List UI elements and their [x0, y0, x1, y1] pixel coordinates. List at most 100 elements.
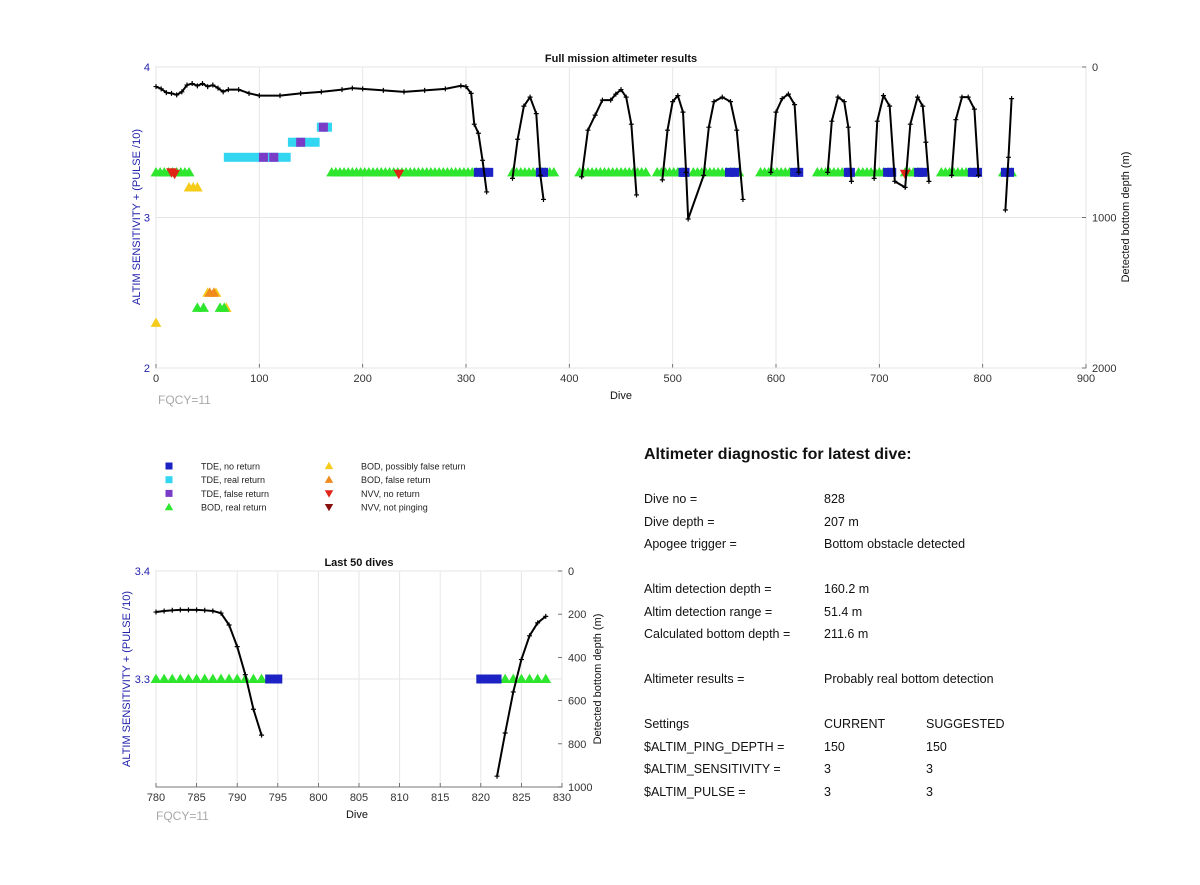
legend-bod-possibly-false-return-label: BOD, possibly false return: [361, 462, 466, 472]
bod-real-return-marker: [191, 673, 202, 684]
pulse-row: $ALTIM_PULSE = 3 3: [644, 785, 1164, 808]
depth-point: [711, 99, 717, 105]
legend-nvv-no-return-label: NVV, no return: [361, 489, 420, 499]
detection-depth-row: Altim detection depth = 160.2 m: [644, 582, 1164, 605]
bod-possibly-false-return-marker: [191, 182, 203, 192]
depth-point: [773, 109, 779, 115]
right-tick-label: 400: [568, 652, 586, 664]
apogee-trigger-row: Apogee trigger = Bottom obstacle detecte…: [644, 537, 1164, 560]
depth-point: [246, 90, 252, 96]
pulse-label: $ALTIM_PULSE =: [644, 784, 746, 799]
depth-point: [579, 174, 585, 180]
legend-tde-false-return-icon: [165, 489, 173, 497]
calculated-depth-row: Calculated bottom depth = 211.6 m: [644, 627, 1164, 650]
top-left-axis-label: ALTIM SENSITIVITY + (PULSE /10): [131, 129, 143, 305]
x-tick-label: 780: [147, 792, 165, 804]
depth-point: [845, 124, 851, 130]
depth-point: [659, 177, 665, 183]
suggested-header: SUGGESTED: [926, 717, 1005, 731]
tde-real-return-marker: [240, 152, 250, 162]
depth-point: [242, 672, 248, 678]
depth-point: [256, 93, 262, 99]
x-tick-label: 825: [512, 792, 530, 804]
tde-real-return-marker: [310, 137, 320, 147]
tde-false-return-marker: [269, 152, 279, 162]
depth-point: [161, 608, 167, 614]
nvv-no-return-marker: [169, 169, 180, 180]
depth-point: [740, 196, 746, 202]
depth-point: [779, 96, 785, 102]
depth-point: [874, 118, 880, 124]
bod-real-return-marker: [231, 673, 243, 684]
top-chart: 0 100 200 300 400 500 600 700 800 900 2 3 4 0 1000 20…: [131, 53, 1132, 407]
ping-depth-row: $ALTIM_PING_DEPTH = 150 150: [644, 740, 1164, 763]
tde-no-return-marker: [887, 167, 897, 177]
depth-point: [887, 103, 893, 109]
depth-point: [701, 172, 707, 178]
legend-bod-false-return-icon: [324, 475, 334, 483]
tde-false-return-marker: [296, 137, 306, 147]
right-tick-label: 600: [568, 696, 586, 708]
sensitivity-row: $ALTIM_SENSITIVITY = 3 3: [644, 762, 1164, 785]
depth-point: [250, 706, 256, 712]
depth-point: [728, 99, 734, 105]
depth-point: [468, 90, 474, 96]
depth-point: [543, 613, 549, 619]
depth-point: [1006, 154, 1011, 160]
depth-point: [880, 93, 886, 99]
detection-range-row: Altim detection range = 51.4 m: [644, 605, 1164, 628]
x-tick-label: 805: [350, 792, 368, 804]
depth-point: [202, 607, 208, 613]
depth-point: [768, 169, 774, 175]
depth-point: [959, 94, 965, 100]
bod-real-return-marker: [256, 673, 267, 684]
diagnostic-title: Altimeter diagnostic for latest dive:: [644, 446, 912, 463]
depth-point: [339, 87, 345, 93]
bottom-right-axis-label: Detected bottom depth (m): [592, 614, 604, 745]
depth-line: [826, 95, 853, 182]
depth-point: [215, 85, 221, 91]
bottom-left-axis-label: ALTIM SENSITIVITY + (PULSE /10): [121, 591, 133, 767]
altimeter-results-value: Probably real bottom detection: [824, 672, 994, 686]
right-tick-label: 200: [568, 609, 586, 621]
tde-real-return-marker: [223, 152, 233, 162]
depth-point: [623, 94, 629, 100]
tde-real-return-marker: [281, 152, 291, 162]
depth-point: [1009, 96, 1015, 102]
bod-possibly-false-return-marker: [150, 317, 162, 327]
bod-real-return-marker: [532, 673, 544, 684]
tde-no-return-marker: [725, 167, 734, 177]
right-tick-label: 0: [568, 566, 574, 578]
dive-no-value: 828: [824, 492, 845, 506]
depth-point: [510, 689, 516, 695]
depth-line: [580, 88, 638, 195]
depth-point: [634, 192, 639, 198]
detection-range-label: Altim detection range =: [644, 604, 773, 619]
bod-real-return-marker: [166, 673, 178, 684]
depth-point: [527, 94, 533, 100]
depth-point: [599, 97, 605, 103]
depth-point: [785, 91, 791, 97]
depth-point: [442, 86, 448, 92]
depth-point: [892, 178, 898, 184]
left-tick-label: 3.4: [135, 566, 150, 578]
apogee-trigger-label: Apogee trigger =: [644, 537, 737, 551]
x-tick-label: 790: [228, 792, 246, 804]
depth-point: [189, 81, 195, 87]
altimeter-results-label: Altimeter results =: [644, 672, 745, 686]
depth-point: [1002, 207, 1008, 213]
depth-point: [533, 111, 539, 117]
depth-point: [829, 118, 835, 124]
bod-real-return-marker: [207, 673, 219, 684]
legend-tde-real-return-label: TDE, real return: [201, 475, 265, 485]
depth-point: [194, 83, 200, 89]
depth-point: [158, 86, 164, 92]
depth-point: [200, 81, 205, 87]
bod-real-return-marker: [183, 673, 194, 684]
depth-point: [537, 172, 543, 178]
depth-point: [298, 90, 304, 96]
bod-real-return-marker: [540, 673, 552, 684]
bod-real-return-marker: [158, 673, 170, 684]
depth-point: [535, 620, 541, 626]
right-tick-label: 1000: [568, 782, 592, 794]
